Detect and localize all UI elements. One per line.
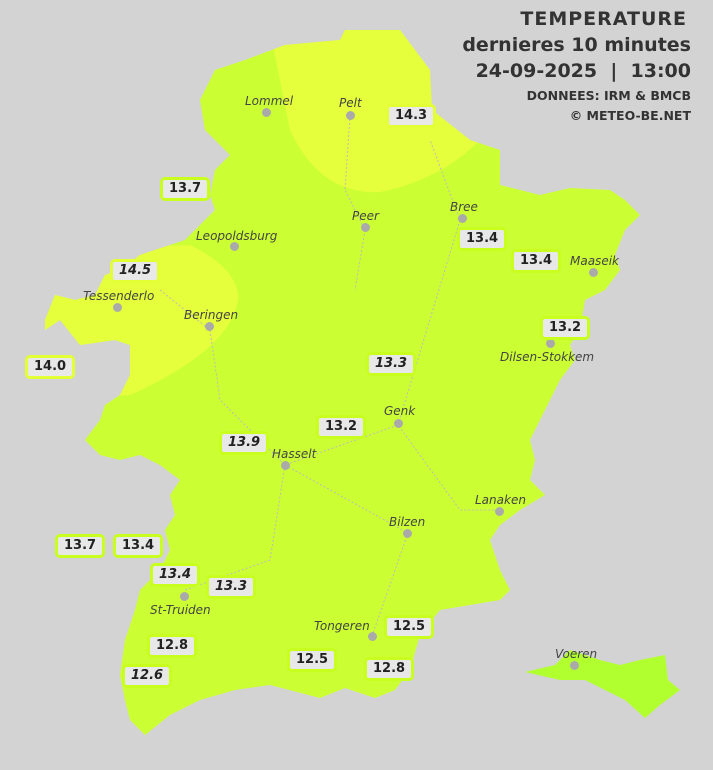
city-dot [403, 529, 412, 538]
station-value: 13.4 [150, 563, 201, 587]
city-maaseik: Maaseik [570, 254, 619, 268]
city-lanaken: Lanaken [475, 493, 526, 507]
city-dot [281, 461, 290, 470]
city-beringen: Beringen [184, 308, 239, 322]
city-tongeren: Tongeren [314, 619, 370, 633]
city-voeren: Voeren [555, 647, 598, 661]
copyright: © METEO-BE.NET [569, 108, 691, 123]
station-value: 13.3 [366, 352, 417, 376]
city-dot [346, 111, 355, 120]
map-subtitle: dernieres 10 minutes [462, 34, 691, 56]
city-leopoldsburg: Leopoldsburg [196, 229, 278, 243]
city-dot [361, 223, 370, 232]
city-peer: Peer [352, 209, 379, 223]
station-value: 13.7 [55, 534, 106, 558]
city-dot [113, 303, 122, 312]
station-value: 13.4 [457, 227, 508, 251]
station-value: 13.7 [160, 177, 211, 201]
data-source: DONNEES: IRM & BMCB [526, 88, 691, 103]
station-value: 12.5 [287, 648, 338, 672]
city-dot [262, 108, 271, 117]
station-value: 12.8 [147, 634, 198, 658]
city-dot [230, 242, 239, 251]
city-genk: Genk [384, 404, 416, 418]
station-value: 14.5 [110, 259, 161, 283]
station-value: 13.2 [540, 316, 591, 340]
station-value: 14.3 [386, 104, 437, 128]
city-dot [180, 592, 189, 601]
city-hasselt: Hasselt [272, 447, 317, 461]
city-dot [546, 339, 555, 348]
station-value: 13.9 [219, 431, 270, 455]
station-value: 12.5 [384, 615, 435, 639]
station-value: 12.8 [364, 657, 415, 681]
station-value: 13.3 [206, 575, 257, 599]
city-tessenderlo: Tessenderlo [83, 289, 155, 303]
station-value: 13.4 [113, 534, 164, 558]
city-dot [570, 661, 579, 670]
voeren-zone [525, 650, 680, 718]
zone-14-north [270, 30, 480, 193]
city-bilzen: Bilzen [389, 515, 426, 529]
city-dot [368, 632, 377, 641]
station-value: 14.0 [25, 355, 76, 379]
map-title: TEMPERATURE [520, 8, 687, 30]
city-dot [495, 507, 504, 516]
station-value: 13.4 [511, 249, 562, 273]
city-st-truiden: St-Truiden [150, 603, 211, 617]
station-value: 13.2 [316, 415, 367, 439]
city-dot [589, 268, 598, 277]
city-pelt: Pelt [339, 96, 362, 110]
station-value: 12.6 [122, 664, 173, 688]
map-datetime: 24-09-2025 | 13:00 [475, 60, 691, 82]
city-lommel: Lommel [245, 94, 294, 108]
city-dot [394, 419, 403, 428]
city-dilsen-stokkem: Dilsen-Stokkem [500, 350, 595, 364]
city-dot [205, 322, 214, 331]
city-bree: Bree [450, 200, 478, 214]
city-dot [458, 214, 467, 223]
